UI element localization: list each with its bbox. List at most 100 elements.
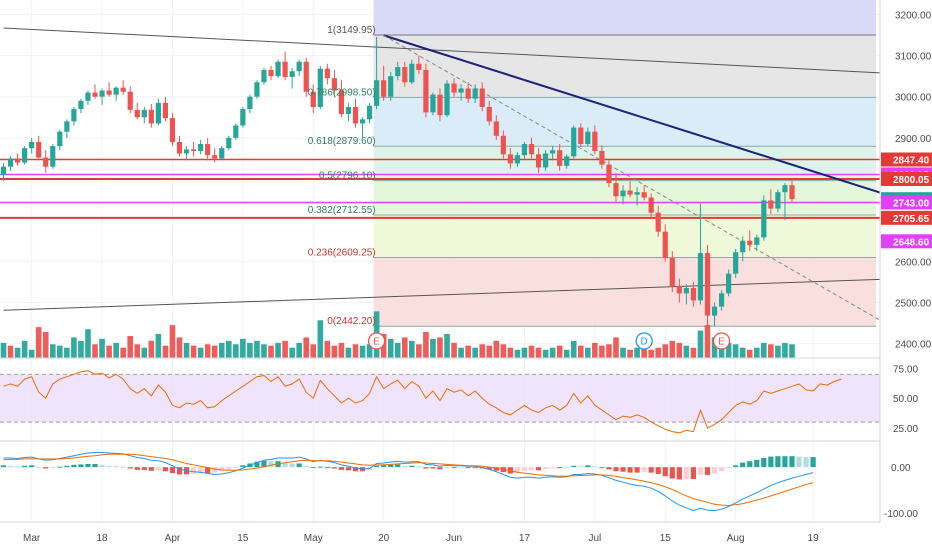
volume-bar [190,345,197,358]
candle-body [465,88,471,99]
volume-bar [162,345,169,358]
candles [0,37,795,327]
macd-histogram-bar [634,467,640,473]
candle-body [528,144,535,155]
macd-histogram-bar [134,467,140,470]
candle-body [366,105,373,120]
candle-body [564,156,570,166]
macd-histogram-bar [148,467,154,471]
volume-bar [585,347,591,358]
candle-body [395,67,401,77]
macd-histogram-bar [212,467,218,473]
volume-bar [676,342,683,358]
macd-histogram-bar [430,467,436,469]
macd-histogram-bar [310,467,316,469]
event-marker-label: D [641,337,648,348]
macd-histogram-bar [578,466,584,468]
macd-histogram-bar [176,467,183,475]
volume-bar [204,344,211,358]
volume-bar [261,344,267,358]
macd-histogram-bar [599,467,605,469]
volume-bar [296,342,302,358]
macd-histogram-bar [381,465,387,468]
volume-bar [324,340,331,358]
volume-bar [479,344,486,358]
macd-tick-label: 0.00 [891,463,911,474]
candle-body [437,94,443,116]
candle-body [296,61,302,72]
fib-region [373,34,876,98]
macd-histogram-bar [796,456,802,468]
macd-histogram-bar [472,467,478,469]
macd-histogram-bar [571,465,577,468]
macd-histogram-bar [127,467,133,469]
volume-bar [303,337,310,358]
volume-bar [240,338,246,358]
candle-body [92,92,98,97]
candle-body [697,253,704,301]
macd-histogram-bar [416,466,422,468]
volume-bar [514,349,521,358]
candle-body [226,137,232,149]
time-tick-label: 15 [237,533,249,544]
candle-body [782,185,788,193]
macd-histogram-bar [106,465,112,468]
volume-bar [521,347,528,358]
candle-body [718,293,725,307]
time-axis: Mar 18 Apr 15 May 20 Jun 17 Jul 15 Aug 19 [23,533,819,544]
volume-bar [599,345,605,358]
volume-bar [472,347,478,358]
macd-histogram-bar [233,467,239,469]
price-axis: 3200.003100.003000.002900.002800.002700.… [879,0,932,550]
candle-body [606,164,612,184]
macd-histogram-bar [22,465,28,468]
volume-bar [42,331,49,358]
time-tick-label: 18 [96,533,108,544]
candle-body [134,109,140,118]
volume-bar [613,337,619,358]
candle-body [388,76,394,97]
time-tick-label: May [304,533,323,544]
candle-body [620,190,626,197]
candle-body [303,61,309,92]
macd-histogram-bar [528,467,535,471]
candle-body [726,273,732,294]
macd-histogram-bar [374,465,380,468]
candle-body [789,185,795,200]
macd-histogram-bar [465,467,471,469]
candle-body [761,200,767,238]
volume-bar [697,330,704,358]
macd-histogram-bar [437,467,443,470]
macd-histogram-bar [331,467,337,469]
volume-bar [451,342,457,358]
volume-bar [176,337,183,358]
macd-histogram-bar [141,467,147,470]
candle-body [268,69,274,77]
macd-histogram-bar [352,467,359,472]
candle-body [275,61,281,77]
volume-bar [282,340,288,358]
volume-bar [746,349,753,358]
macd-histogram-bar [169,467,176,474]
candle-body [557,150,563,166]
price-tick-label: 3200.00 [895,10,932,21]
macd-histogram-bar [268,461,274,468]
macd-histogram-bar [64,465,70,468]
candle-body [282,61,288,77]
volume-bar [310,344,317,358]
volume-bar [768,344,774,358]
macd-histogram-bar [697,467,704,475]
macd-histogram-bar [782,456,788,468]
fib-region [373,214,876,258]
macd-histogram-bar [585,465,591,468]
candle-body [592,131,598,152]
fib-level-label: 1(3149.95) [327,25,375,36]
candle-body [634,192,640,195]
volume-bar [233,344,239,358]
volume-bar [437,337,443,358]
volume-bar [134,344,141,358]
price-label-text: 2847.40 [893,155,930,166]
volume-bar [711,337,718,358]
fib-level-label: 0.786(2998.50) [308,87,376,98]
volume-bar [71,337,77,358]
